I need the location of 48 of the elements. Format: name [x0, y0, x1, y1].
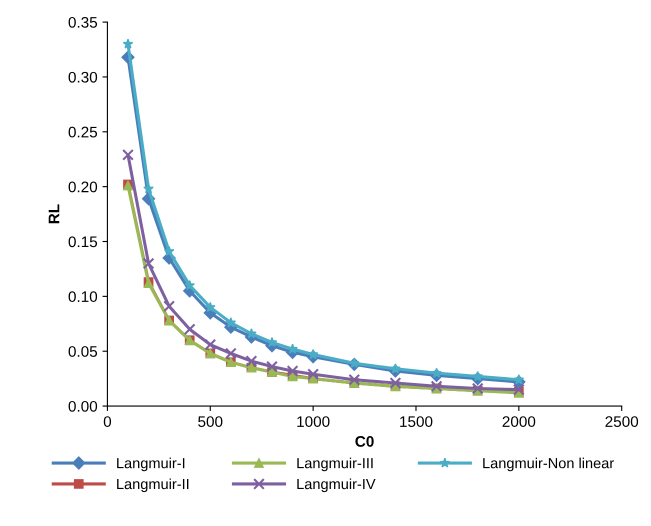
- point: [246, 328, 257, 338]
- point: [266, 336, 278, 348]
- point: [390, 363, 401, 374]
- point: [204, 302, 216, 312]
- point: [431, 368, 442, 378]
- x-tick-label: 1500: [400, 416, 432, 428]
- x-tick-label: 1000: [297, 416, 330, 428]
- point: [164, 246, 174, 256]
- point: [184, 323, 196, 336]
- y-axis-title: RL: [48, 204, 60, 224]
- y-tick-label: 0.05: [68, 346, 98, 357]
- point: [348, 374, 360, 386]
- y-tick-label: 0.20: [68, 182, 98, 192]
- point: [224, 348, 237, 360]
- y-tick-label: 0.35: [68, 16, 98, 28]
- y-tick-label: 0.10: [68, 291, 98, 302]
- x-tick-label: 2500: [605, 416, 638, 428]
- y-tick-label: 0.25: [68, 126, 98, 138]
- point: [266, 360, 278, 372]
- point: [184, 280, 196, 290]
- x-axis-title: C0: [355, 436, 374, 447]
- legend-label: Langmuir-Non linear: [483, 458, 614, 472]
- point: [390, 377, 402, 389]
- x-tick-label: 2000: [502, 416, 536, 428]
- point: [163, 300, 176, 312]
- legend-label: Langmuir-III: [297, 458, 373, 472]
- point: [204, 338, 216, 351]
- point: [246, 355, 258, 367]
- y-tick-label: 0.30: [68, 72, 98, 83]
- point: [226, 317, 236, 328]
- legend-label: Langmuir-IV: [297, 478, 376, 492]
- legend-label: Langmuir-I: [117, 458, 184, 472]
- point: [472, 370, 484, 382]
- point: [512, 384, 525, 396]
- x-tick-label: 500: [198, 416, 222, 428]
- point: [143, 183, 154, 194]
- point: [472, 382, 484, 394]
- x-tick-label: 0: [104, 416, 112, 428]
- y-tick-label: 0.00: [68, 400, 98, 412]
- point: [286, 365, 298, 377]
- point: [142, 258, 154, 270]
- point: [430, 380, 442, 392]
- point: [307, 368, 320, 380]
- point: [122, 148, 134, 161]
- y-tick-label: 0.15: [68, 236, 98, 248]
- legend-label: Langmuir-II: [117, 478, 188, 492]
- point: [122, 38, 134, 49]
- point: [514, 374, 524, 384]
